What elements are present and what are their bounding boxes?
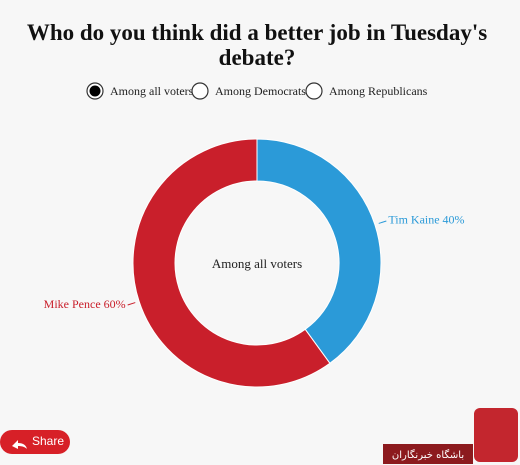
watermark-box: [383, 444, 473, 464]
radio-label[interactable]: Among Democrats: [215, 84, 306, 98]
leader-line: [127, 302, 136, 306]
data-label: Mike Pence 60%: [44, 297, 126, 311]
radio-button[interactable]: [305, 82, 323, 100]
watermark-logo: [474, 408, 518, 462]
data-label: Tim Kaine 40%: [388, 213, 464, 227]
radio-dot[interactable]: [89, 85, 101, 97]
radio-label[interactable]: Among Republicans: [329, 84, 428, 98]
share-icon: [12, 440, 27, 449]
radio-label[interactable]: Among all voters: [110, 84, 194, 98]
radio-button[interactable]: [191, 82, 209, 100]
chart-title: Who do you think did a better job in Tue…: [27, 20, 487, 70]
share-label[interactable]: Share: [32, 434, 64, 448]
watermark: باشگاه خبرنگاران: [392, 449, 464, 461]
center-label: Among all voters: [212, 256, 302, 271]
donut-segment: [132, 138, 331, 388]
donut-segment: [256, 138, 382, 365]
share-button[interactable]: Share: [0, 430, 70, 454]
leader-line: [378, 220, 387, 224]
